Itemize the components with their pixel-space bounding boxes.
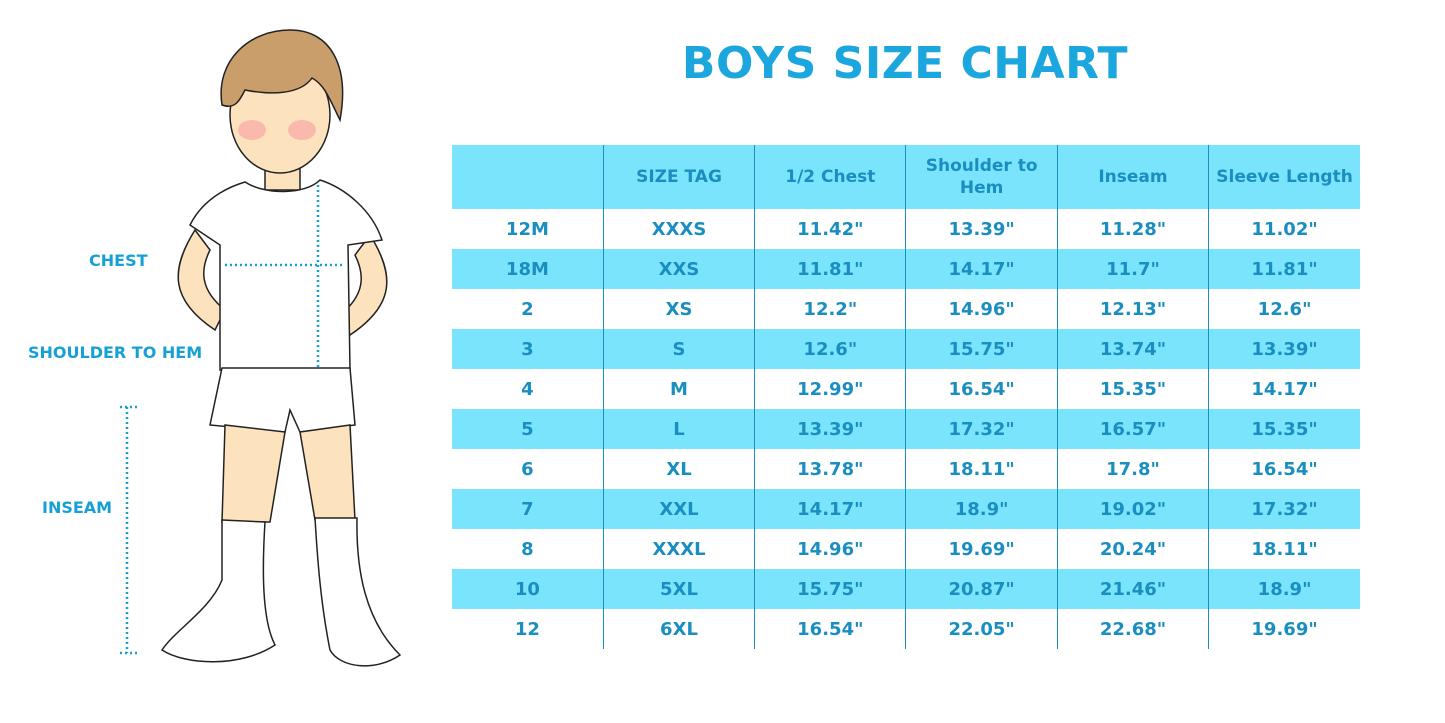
table-cell: XXS <box>602 249 755 289</box>
table-cell: 18.11" <box>1208 529 1360 569</box>
table-row: 7 XXL 14.17" 18.9" 19.02" 17.32" <box>452 489 1360 529</box>
table-cell: 6XL <box>602 609 755 649</box>
table-row: 12M XXXS 11.42" 13.39" 11.28" 11.02" <box>452 209 1360 249</box>
boy-illustration <box>120 29 402 667</box>
table-cell: 13.74" <box>1056 329 1209 369</box>
table-cell: 12 <box>514 618 540 640</box>
table-row: 8 XXXL 14.96" 19.69" 20.24" 18.11" <box>452 529 1360 569</box>
table-cell: 8 <box>521 538 534 560</box>
shoulder-to-hem-label: SHOULDER TO HEM <box>28 343 203 362</box>
table-cell: 5 <box>452 409 604 449</box>
table-cell: 20.87" <box>905 569 1058 609</box>
table-row: 3 S 12.6" 15.75" 13.74" 13.39" <box>452 329 1360 369</box>
column-header: Shoulder to Hem <box>905 145 1058 209</box>
table-cell: 12.6" <box>1208 289 1360 329</box>
table-cell: 14.17" <box>905 249 1058 289</box>
table-cell: 18.11" <box>905 449 1058 489</box>
table-cell: 17.32" <box>1208 489 1360 529</box>
table-row: 5 L 13.39" 17.32" 16.57" 15.35" <box>452 409 1360 449</box>
table-cell: 15.35" <box>1056 369 1209 409</box>
table-cell: 18.9" <box>1208 569 1360 609</box>
table-cell: 14.17" <box>754 489 906 529</box>
table-cell: 18.9" <box>905 489 1058 529</box>
table-cell: 17.8" <box>1056 449 1209 489</box>
table-cell: 11.7" <box>1056 249 1209 289</box>
page-title: BOYS SIZE CHART <box>681 38 1129 89</box>
table-cell: XXXS <box>602 209 755 249</box>
table-cell: 13.39" <box>905 209 1058 249</box>
table-cell: XXXL <box>602 529 755 569</box>
table-cell: 13.39" <box>754 409 906 449</box>
table-cell: 16.54" <box>1208 449 1360 489</box>
table-cell: 6 <box>521 458 534 480</box>
table-cell: 15.75" <box>754 569 906 609</box>
column-header: 1/2 Chest <box>754 145 906 209</box>
table-header-row: SIZE TAG 1/2 Chest Shoulder to Hem Inseam Sl… <box>452 145 1360 209</box>
column-header <box>452 145 604 209</box>
table-cell: 16.54" <box>754 609 906 649</box>
table-cell: 14.96" <box>754 529 906 569</box>
table-cell: 7 <box>452 489 604 529</box>
table-row: 4 M 12.99" 16.54" 15.35" 14.17" <box>452 369 1360 409</box>
table-cell: 16.57" <box>1056 409 1209 449</box>
table-cell: L <box>602 409 755 449</box>
table-cell: 11.81" <box>754 249 906 289</box>
table-cell: 11.28" <box>1056 209 1209 249</box>
table-cell: 13.39" <box>1208 329 1360 369</box>
table-cell: 3 <box>452 329 604 369</box>
table-row: 18M XXS 11.81" 14.17" 11.7" 11.81" <box>452 249 1360 289</box>
table-cell: 11.81" <box>1208 249 1360 289</box>
table-cell: 5XL <box>602 569 755 609</box>
table-cell: S <box>602 329 755 369</box>
table-cell: 17.32" <box>905 409 1058 449</box>
table-cell: 12.13" <box>1056 289 1209 329</box>
table-cell: 2 <box>521 298 534 320</box>
table-cell: XS <box>602 289 755 329</box>
table-cell: 4 <box>521 378 534 400</box>
table-cell: 18M <box>452 249 604 289</box>
table-row: 10 5XL 15.75" 20.87" 21.46" 18.9" <box>452 569 1360 609</box>
table-cell: 19.69" <box>1208 609 1360 649</box>
column-header: SIZE TAG <box>602 145 755 209</box>
chest-label: CHEST <box>89 251 148 270</box>
table-cell: 22.05" <box>905 609 1058 649</box>
table-cell: 19.69" <box>905 529 1058 569</box>
table-cell: 14.17" <box>1208 369 1360 409</box>
table-cell: 13.78" <box>754 449 906 489</box>
table-cell: 15.75" <box>905 329 1058 369</box>
table-row: 6 XL 13.78" 18.11" 17.8" 16.54" <box>452 449 1360 489</box>
table-cell: 16.54" <box>905 369 1058 409</box>
table-cell: XL <box>602 449 755 489</box>
table-cell: 12.6" <box>754 329 906 369</box>
table-cell: 12M <box>505 218 549 240</box>
table-cell: 12.99" <box>754 369 906 409</box>
table-cell: 11.02" <box>1208 209 1360 249</box>
table-cell: 12.2" <box>754 289 906 329</box>
table-cell: 11.42" <box>754 209 906 249</box>
inseam-label: INSEAM <box>42 498 113 517</box>
size-chart-table: SIZE TAG 1/2 Chest Shoulder to Hem Inseam Sl… <box>452 145 1360 649</box>
table-row: 12 6XL 16.54" 22.05" 22.68" 19.69" <box>452 609 1360 649</box>
table-cell: M <box>602 369 755 409</box>
table-cell: 20.24" <box>1056 529 1209 569</box>
table-cell: 15.35" <box>1208 409 1360 449</box>
table-cell: 21.46" <box>1056 569 1209 609</box>
table-cell: 10 <box>452 569 604 609</box>
column-header: Sleeve Length <box>1208 145 1360 209</box>
table-row: 2 XS 12.2" 14.96" 12.13" 12.6" <box>452 289 1360 329</box>
table-cell: 14.96" <box>905 289 1058 329</box>
table-cell: XXL <box>602 489 755 529</box>
table-cell: 22.68" <box>1056 609 1209 649</box>
table-cell: 19.02" <box>1056 489 1209 529</box>
column-header: Inseam <box>1056 145 1209 209</box>
